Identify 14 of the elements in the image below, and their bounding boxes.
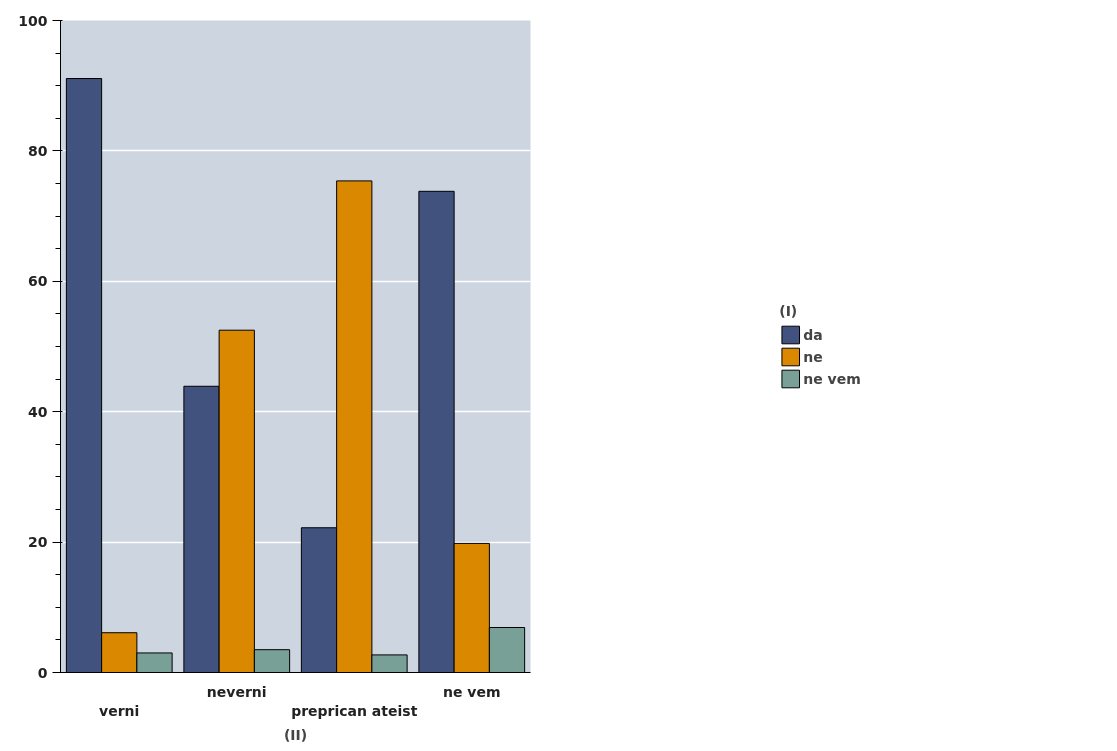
y-tick-label: 0 bbox=[37, 664, 48, 681]
y-tick-label: 80 bbox=[28, 142, 48, 159]
x-tick-label: verni bbox=[99, 702, 140, 719]
y-tick-label: 100 bbox=[18, 12, 48, 29]
legend-label: da bbox=[803, 326, 824, 343]
x-tick-label: neverni bbox=[206, 683, 267, 700]
legend-label: ne vem bbox=[803, 370, 861, 387]
legend-title: (I) bbox=[779, 302, 799, 319]
legend-label: ne bbox=[803, 348, 824, 365]
x-axis-title: (II) bbox=[283, 726, 308, 743]
y-tick-label: 20 bbox=[28, 534, 48, 551]
y-tick-label: 40 bbox=[28, 403, 48, 420]
x-tick-label: preprican ateist bbox=[291, 702, 418, 719]
y-tick-label: 60 bbox=[28, 273, 48, 290]
